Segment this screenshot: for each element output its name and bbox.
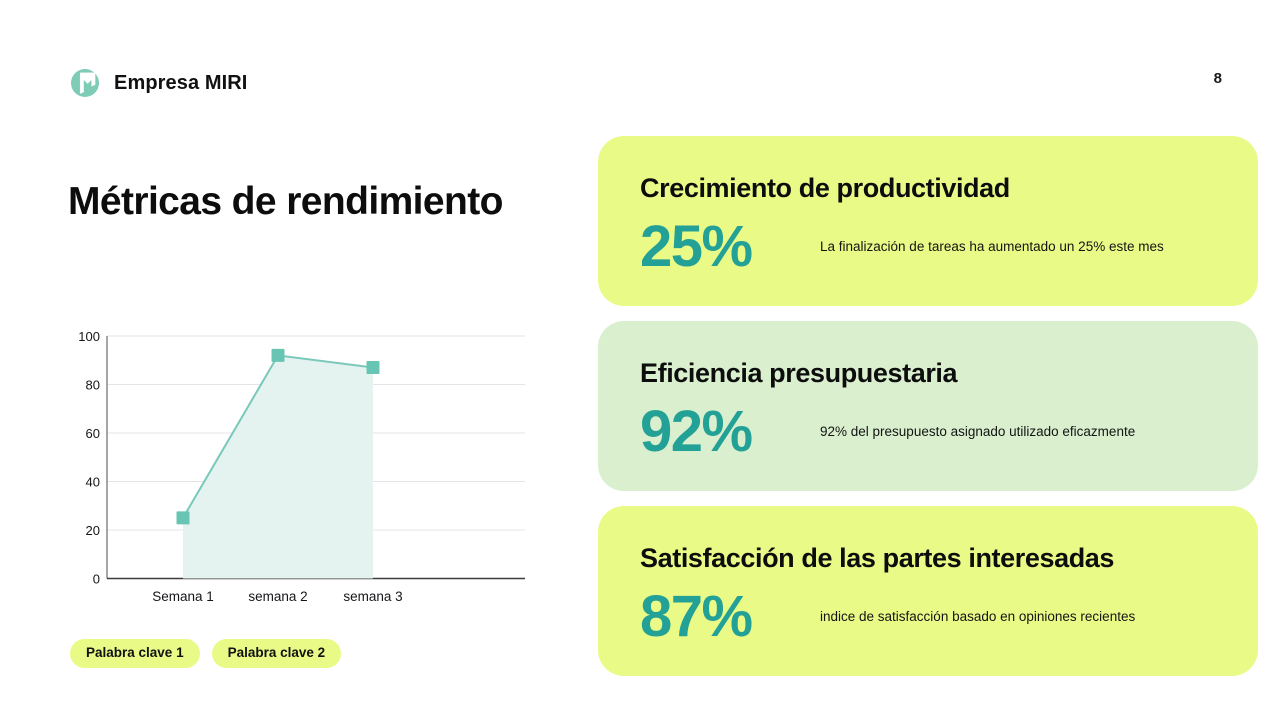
metric-card-value: 87% — [640, 583, 753, 649]
metric-card-description: La finalización de tareas ha aumentado u… — [820, 238, 1164, 254]
chart-marker-1 — [271, 348, 285, 362]
chart-markers — [176, 348, 380, 525]
chart-y-tick-labels: 0 20 40 60 80 100 — [78, 329, 100, 587]
x-tick-2: semana 3 — [343, 589, 402, 604]
chart-area-fill — [183, 355, 373, 579]
metric-card-title: Crecimiento de productividad — [640, 173, 1010, 203]
performance-area-chart: 0 20 40 60 80 100 Semana 1 semana 2 semana 3 — [60, 322, 540, 612]
y-tick-80: 80 — [86, 377, 100, 392]
y-tick-40: 40 — [86, 474, 100, 489]
y-tick-100: 100 — [78, 329, 100, 344]
chart-marker-2 — [366, 361, 380, 374]
brand-logo: Empresa MIRI — [68, 66, 247, 100]
metric-card-title: Satisfacción de las partes interesadas — [640, 543, 1115, 573]
metric-card-body: 25% La finalización de tareas ha aumenta… — [640, 213, 1218, 279]
brand-name: Empresa MIRI — [114, 71, 248, 94]
metric-card-value: 25% — [640, 213, 753, 279]
keyword-tag-2[interactable]: Palabra clave 2 — [211, 639, 342, 668]
metric-card-description: 92% del presupuesto asignado utilizado e… — [820, 423, 1136, 439]
x-tick-0: Semana 1 — [152, 589, 214, 604]
metric-card-body: 87% indice de satisfacción basado en opi… — [640, 583, 1218, 649]
metric-card-description: indice de satisfacción basado en opinion… — [820, 608, 1136, 624]
metric-card-presupuesto[interactable]: Eficiencia presupuestaria 92% 92% del pr… — [598, 321, 1258, 491]
chart-x-tick-labels: Semana 1 semana 2 semana 3 — [152, 589, 402, 604]
page-number: 8 — [1213, 70, 1222, 87]
metric-card-title: Eficiencia presupuestaria — [640, 358, 958, 388]
miri-flag-logo-icon — [68, 66, 102, 100]
metric-card-productividad[interactable]: Crecimiento de productividad 25% La fina… — [598, 136, 1258, 306]
y-tick-20: 20 — [86, 523, 100, 538]
chart-marker-0 — [176, 511, 190, 525]
y-tick-60: 60 — [86, 426, 100, 441]
metric-card-value: 92% — [640, 398, 753, 464]
x-tick-1: semana 2 — [248, 589, 307, 604]
metric-card-satisfaccion[interactable]: Satisfacción de las partes interesadas 8… — [598, 506, 1258, 676]
keyword-tag-list: Palabra clave 1 Palabra clave 2 — [70, 639, 342, 668]
page-title: Métricas de rendimiento — [68, 180, 503, 223]
keyword-tag-1[interactable]: Palabra clave 1 — [70, 639, 200, 668]
y-tick-0: 0 — [93, 571, 100, 586]
metric-card-list: Crecimiento de productividad 25% La fina… — [598, 136, 1258, 676]
left-column: Métricas de rendimiento — [68, 180, 548, 224]
metric-card-body: 92% 92% del presupuesto asignado utiliza… — [640, 398, 1218, 464]
